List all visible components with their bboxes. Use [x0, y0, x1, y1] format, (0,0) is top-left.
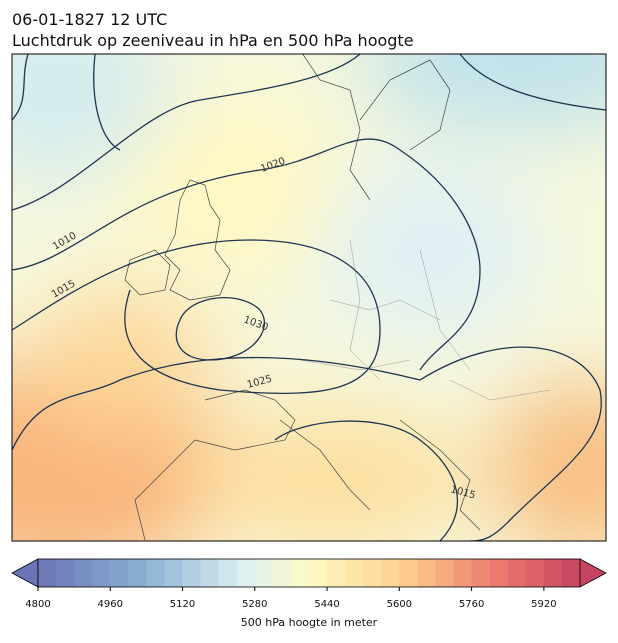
colorbar-band	[290, 559, 310, 587]
colorbar-band	[218, 559, 238, 587]
colorbar-tick-label: 5600	[387, 599, 412, 610]
colorbar-tick-label: 5760	[459, 599, 484, 610]
colorbar-band	[363, 559, 382, 587]
colorbar-band	[38, 559, 57, 587]
colorbar-band	[74, 559, 93, 587]
colorbar-band	[164, 559, 183, 587]
colorbar-band	[146, 559, 165, 587]
colorbar: 4800 4960 5120 5280 5440 5600 5760 5920	[11, 558, 607, 610]
colorbar-tick-label: 5920	[531, 599, 556, 610]
colorbar-band	[525, 559, 545, 587]
colorbar-label: 500 hPa hoogte in meter	[241, 616, 378, 629]
colorbar-tick-label: 5120	[170, 599, 195, 610]
colorbar-band	[92, 559, 111, 587]
colorbar-band	[417, 559, 436, 587]
colorbar-band	[236, 559, 256, 587]
colorbar-band	[309, 559, 328, 587]
colorbar-band	[489, 559, 509, 587]
colorbar-band	[110, 559, 129, 587]
colorbar-band	[128, 559, 147, 587]
colorbar-band	[200, 559, 220, 587]
colorbar-band	[399, 559, 418, 587]
colorbar-band	[56, 559, 75, 587]
colorbar-band	[507, 559, 527, 587]
colorbar-band	[471, 559, 491, 587]
colorbar-band	[543, 559, 563, 587]
colorbar-extend-low	[11, 558, 39, 588]
colorbar-band	[272, 559, 292, 587]
colorbar-band	[182, 559, 201, 587]
map-area: 1020 1010 1015 1030 1025 1015	[12, 54, 606, 541]
colorbar-tick-label: 5440	[314, 599, 339, 610]
colorbar-band	[327, 559, 346, 587]
colorbar-tick-label: 4960	[98, 599, 123, 610]
main-title: Luchtdruk op zeeniveau in hPa en 500 hPa…	[12, 31, 414, 50]
colorbar-band	[453, 559, 472, 587]
colorbar-tick-label: 5280	[242, 599, 267, 610]
map-frame	[11, 53, 607, 542]
colorbar-band	[254, 559, 274, 587]
date-title: 06-01-1827 12 UTC	[12, 10, 167, 29]
colorbar-band	[345, 559, 364, 587]
colorbar-band	[435, 559, 454, 587]
colorbar-extend-high	[579, 558, 607, 588]
colorbar-band	[561, 559, 581, 587]
colorbar-tick-label: 4800	[25, 599, 50, 610]
colorbar-band	[381, 559, 400, 587]
colorbar-frame	[37, 558, 581, 588]
